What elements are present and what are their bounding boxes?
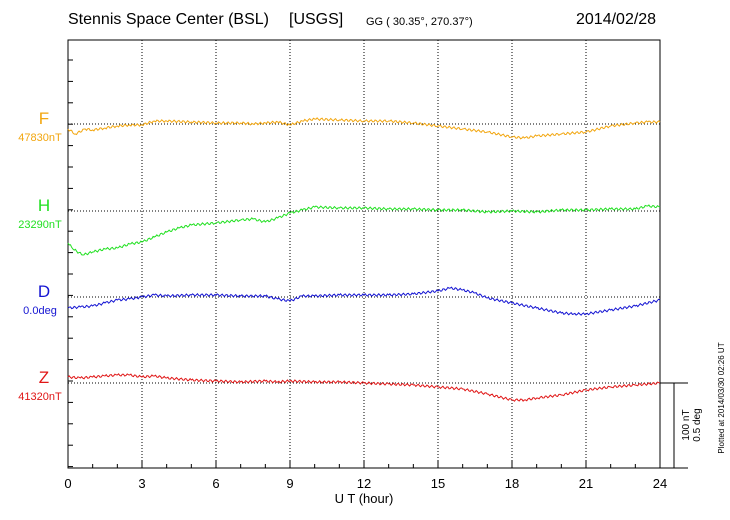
x-tick-label: 9 [286,476,293,491]
x-tick-label: 21 [579,476,593,491]
tick-marks [67,59,661,468]
x-tick-label: 12 [357,476,371,491]
channel-name-z: Z [39,368,49,387]
scale-deg-label: 0.5 deg [692,408,703,441]
channel-labels: F 47830nT H 23290nT D 0.0deg Z 41320nT [18,109,62,403]
trace-f [67,117,661,140]
grid [68,40,660,468]
trace-z [67,373,661,402]
date-label: 2014/02/28 [576,11,657,28]
baseline-value-d: 0.0deg [23,305,57,317]
coordinates-label: GG ( 30.35°, 270.37°) [366,16,473,28]
x-tick-label: 15 [431,476,445,491]
x-axis-label: U T (hour) [335,491,394,506]
station-title: Stennis Space Center (BSL) [68,11,269,28]
channel-name-d: D [38,282,50,301]
scale-nt-label: 100 nT [681,409,692,440]
channel-name-f: F [39,109,49,128]
baseline-value-z: 41320nT [18,391,62,403]
x-tick-label: 3 [138,476,145,491]
scale-bar: 100 nT 0.5 deg [660,382,703,469]
baseline-value-f: 47830nT [18,132,62,144]
x-tick-label: 0 [64,476,71,491]
traces [67,117,661,402]
trace-d [67,286,661,316]
plotted-at-note: Plotted at 2014/03/30 02:26 UT [717,342,726,453]
trace-h [67,204,661,256]
x-tick-label: 24 [653,476,667,491]
x-tick-label: 18 [505,476,519,491]
x-tick-labels: 0 3 6 9 12 15 18 21 24 [64,476,667,491]
x-tick-label: 6 [212,476,219,491]
network-label: [USGS] [289,11,344,28]
baseline-value-h: 23290nT [18,219,62,231]
channel-name-h: H [38,196,50,215]
